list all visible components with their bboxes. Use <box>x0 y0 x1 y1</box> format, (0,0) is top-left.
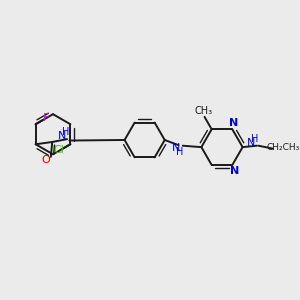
Text: CH₃: CH₃ <box>194 106 212 116</box>
Text: F: F <box>43 113 49 123</box>
Text: H: H <box>176 147 184 157</box>
Text: N: N <box>230 118 238 128</box>
Text: CH₂CH₃: CH₂CH₃ <box>267 143 300 152</box>
Text: H: H <box>251 134 258 144</box>
Text: Cl: Cl <box>53 145 64 155</box>
Text: N: N <box>172 143 181 153</box>
Text: H: H <box>62 127 70 137</box>
Text: N: N <box>230 166 239 176</box>
Text: N: N <box>247 138 255 148</box>
Text: N: N <box>58 131 67 141</box>
Text: O: O <box>41 155 50 165</box>
